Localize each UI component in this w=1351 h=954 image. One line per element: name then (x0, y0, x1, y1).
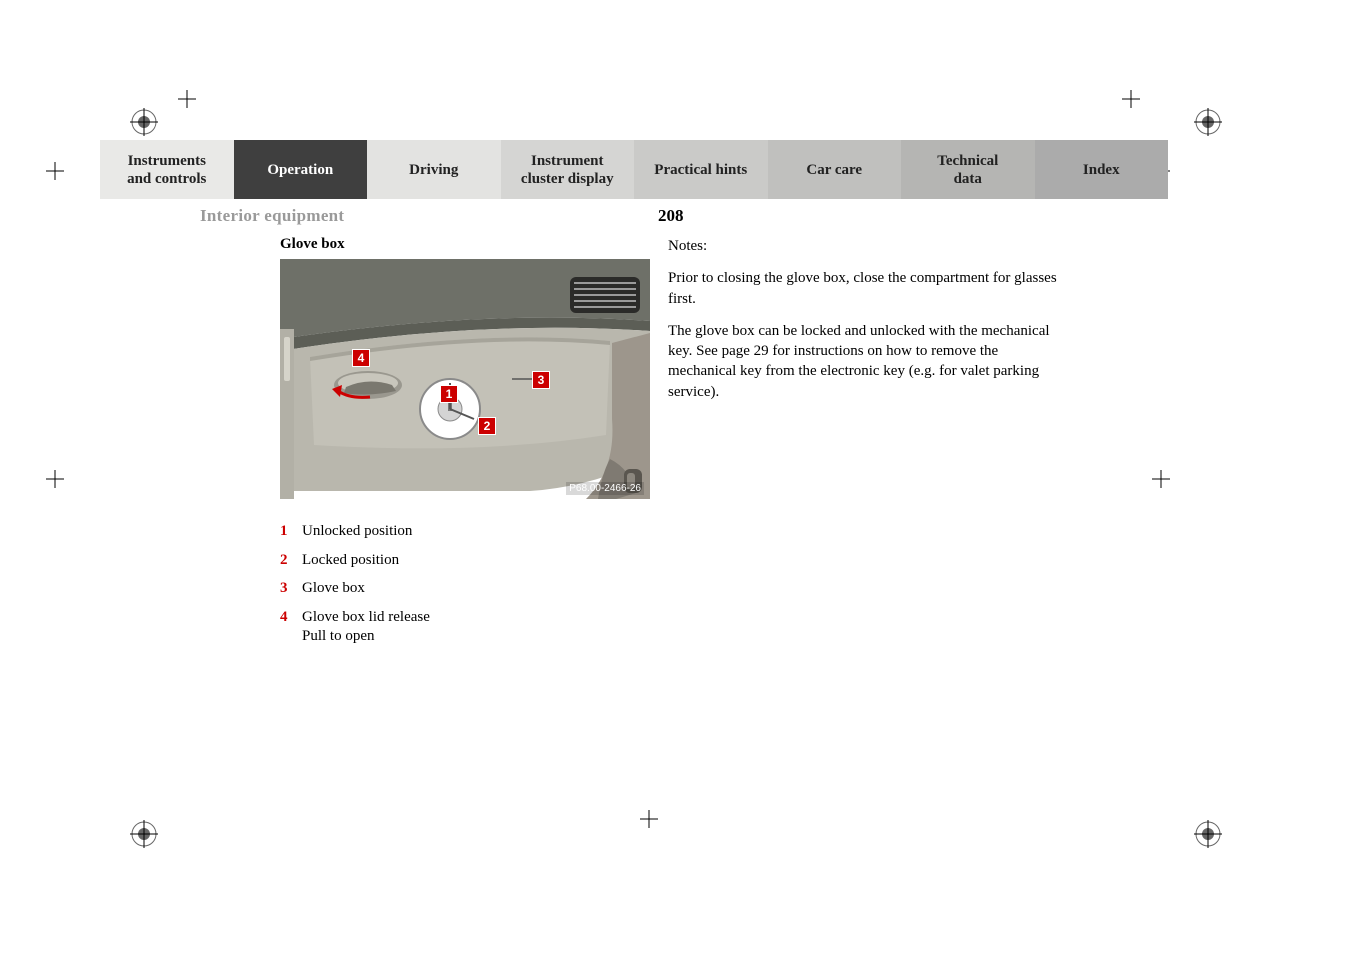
legend-item: 3 Glove box (280, 574, 650, 603)
nav-tab-label: Practical hints (654, 161, 747, 179)
legend-num: 2 (280, 546, 294, 575)
note-paragraph-2: The glove box can be locked and unlocked… (668, 321, 1068, 402)
nav-tab-practical-hints[interactable]: Practical hints (634, 140, 768, 199)
legend-item: 1 Unlocked position (280, 517, 650, 546)
callout-2: 2 (478, 417, 496, 435)
crop-mark (640, 810, 658, 828)
legend-num: 3 (280, 574, 294, 603)
registration-mark (1194, 820, 1222, 848)
legend-text: Locked position (302, 546, 399, 575)
registration-mark (130, 108, 158, 136)
glove-box-illustration (280, 259, 650, 499)
crop-mark (1122, 90, 1140, 108)
nav-tab-index[interactable]: Index (1035, 140, 1169, 199)
registration-mark (130, 820, 158, 848)
nav-tab-driving[interactable]: Driving (367, 140, 501, 199)
legend-text: Glove box (302, 574, 365, 603)
nav-tabs: Instrumentsand controls Operation Drivin… (100, 140, 1168, 199)
crop-mark (46, 162, 64, 180)
nav-tab-car-care[interactable]: Car care (768, 140, 902, 199)
registration-mark (1194, 108, 1222, 136)
note-paragraph-1: Prior to closing the glove box, close th… (668, 268, 1068, 309)
nav-tab-label: Operation (267, 161, 333, 179)
nav-tab-operation[interactable]: Operation (234, 140, 368, 199)
right-column: Notes: Prior to closing the glove box, c… (668, 236, 1068, 414)
nav-tab-label: Instrumentsand controls (127, 152, 206, 188)
nav-tab-label: Index (1083, 161, 1120, 179)
callout-3: 3 (532, 371, 550, 389)
left-column: Glove box (280, 236, 650, 647)
nav-tab-label: Instrumentcluster display (521, 152, 614, 188)
nav-tab-label: Driving (409, 161, 458, 179)
glove-box-heading: Glove box (280, 236, 650, 253)
nav-tab-label: Car care (806, 161, 862, 179)
glove-box-figure: 4 1 2 3 P68.00-2466-26 (280, 259, 650, 499)
notes-label: Notes: (668, 236, 1068, 256)
nav-tab-label: Technicaldata (937, 152, 998, 188)
legend-text: Unlocked position (302, 517, 412, 546)
legend-num: 1 (280, 517, 294, 546)
nav-tab-instruments[interactable]: Instrumentsand controls (100, 140, 234, 199)
callout-4: 4 (352, 349, 370, 367)
callout-1: 1 (440, 385, 458, 403)
nav-tab-technical-data[interactable]: Technicaldata (901, 140, 1035, 199)
page-number: 208 (658, 206, 684, 226)
figure-label: P68.00-2466-26 (566, 482, 644, 495)
figure-legend: 1 Unlocked position 2 Locked position 3 … (280, 517, 650, 647)
section-title: Interior equipment (200, 206, 344, 226)
section-header: Interior equipment 208 (100, 206, 1168, 226)
crop-mark (1152, 470, 1170, 488)
crop-mark (46, 470, 64, 488)
nav-tab-instrument-cluster[interactable]: Instrumentcluster display (501, 140, 635, 199)
crop-mark (178, 90, 196, 108)
legend-item: 2 Locked position (280, 546, 650, 575)
legend-num: 4 (280, 603, 294, 632)
legend-subtext: Pull to open (302, 627, 650, 647)
